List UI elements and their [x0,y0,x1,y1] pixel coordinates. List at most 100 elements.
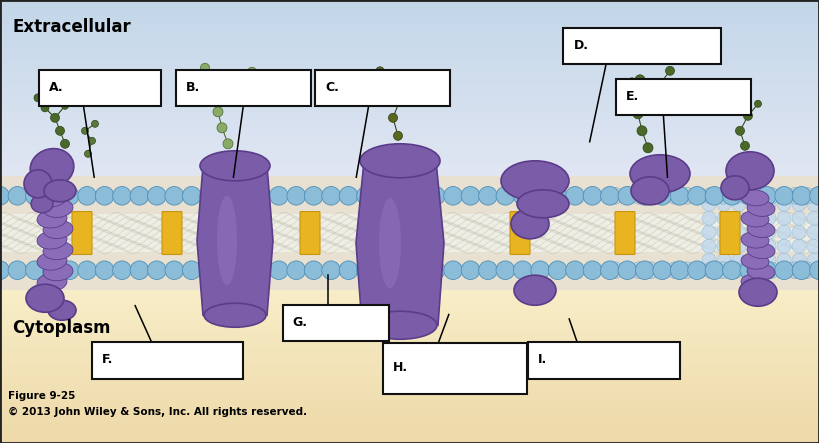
Circle shape [758,187,776,205]
Circle shape [705,261,724,280]
Circle shape [654,187,672,204]
Bar [563,28,721,64]
Text: A.: A. [49,81,64,94]
Circle shape [643,262,659,279]
Circle shape [792,253,806,267]
Circle shape [744,111,753,120]
FancyBboxPatch shape [615,212,635,254]
Circle shape [762,239,776,253]
Circle shape [726,262,744,279]
Circle shape [618,262,636,279]
Circle shape [409,261,428,280]
Ellipse shape [747,264,775,280]
Circle shape [636,261,654,280]
Circle shape [113,261,131,280]
Circle shape [807,239,819,253]
Circle shape [235,261,253,280]
Circle shape [607,187,623,204]
Circle shape [566,187,584,205]
Circle shape [339,261,358,280]
Bar [283,305,389,341]
Ellipse shape [31,195,53,213]
Circle shape [786,187,803,204]
Circle shape [775,262,791,279]
Ellipse shape [37,189,67,207]
Circle shape [548,261,567,280]
Bar [616,79,751,115]
Ellipse shape [514,275,556,305]
Circle shape [618,187,636,204]
Circle shape [220,91,230,101]
Circle shape [732,211,746,225]
Ellipse shape [44,180,76,202]
Circle shape [252,261,271,280]
Circle shape [810,187,819,205]
Circle shape [61,139,70,148]
Circle shape [717,253,731,267]
Circle shape [478,261,497,280]
Ellipse shape [739,278,777,306]
Circle shape [461,261,480,280]
Circle shape [740,261,758,280]
Circle shape [786,262,803,279]
Circle shape [200,261,219,280]
Ellipse shape [511,209,549,239]
Circle shape [732,197,746,211]
Circle shape [269,187,288,205]
Circle shape [287,261,305,280]
Circle shape [722,187,741,205]
Circle shape [78,187,97,205]
Circle shape [223,139,233,149]
Circle shape [583,261,602,280]
Circle shape [762,225,776,239]
Circle shape [690,187,708,204]
Circle shape [747,253,761,267]
Circle shape [637,126,647,136]
Circle shape [722,261,741,280]
Circle shape [82,127,88,134]
Circle shape [811,262,819,279]
Circle shape [747,211,761,225]
Circle shape [215,75,225,85]
Circle shape [667,187,683,204]
FancyBboxPatch shape [405,212,425,254]
Circle shape [374,261,392,280]
Text: Extracellular: Extracellular [12,18,131,36]
Circle shape [8,187,27,205]
Circle shape [655,79,664,88]
Circle shape [690,262,708,279]
Circle shape [0,187,9,205]
Ellipse shape [501,161,569,201]
Circle shape [600,261,619,280]
Circle shape [25,261,44,280]
Circle shape [384,80,392,88]
Circle shape [732,253,746,267]
FancyBboxPatch shape [720,212,740,254]
Circle shape [762,187,780,204]
Circle shape [393,131,402,140]
Text: E.: E. [626,90,639,103]
Circle shape [207,76,216,85]
Circle shape [461,187,480,205]
Text: G.: G. [292,316,308,329]
Circle shape [807,211,819,225]
Circle shape [409,82,415,89]
Circle shape [762,253,776,267]
Circle shape [688,187,706,205]
FancyBboxPatch shape [300,212,320,254]
FancyBboxPatch shape [72,212,92,254]
Circle shape [643,143,653,153]
Circle shape [43,187,61,205]
Circle shape [702,239,716,253]
Circle shape [113,187,131,205]
Circle shape [56,126,65,135]
Circle shape [34,94,42,102]
Circle shape [777,239,791,253]
Ellipse shape [37,252,67,270]
Circle shape [0,261,9,280]
Circle shape [607,262,623,279]
Circle shape [391,261,410,280]
Ellipse shape [517,190,569,218]
Circle shape [147,187,166,205]
Ellipse shape [721,176,749,200]
